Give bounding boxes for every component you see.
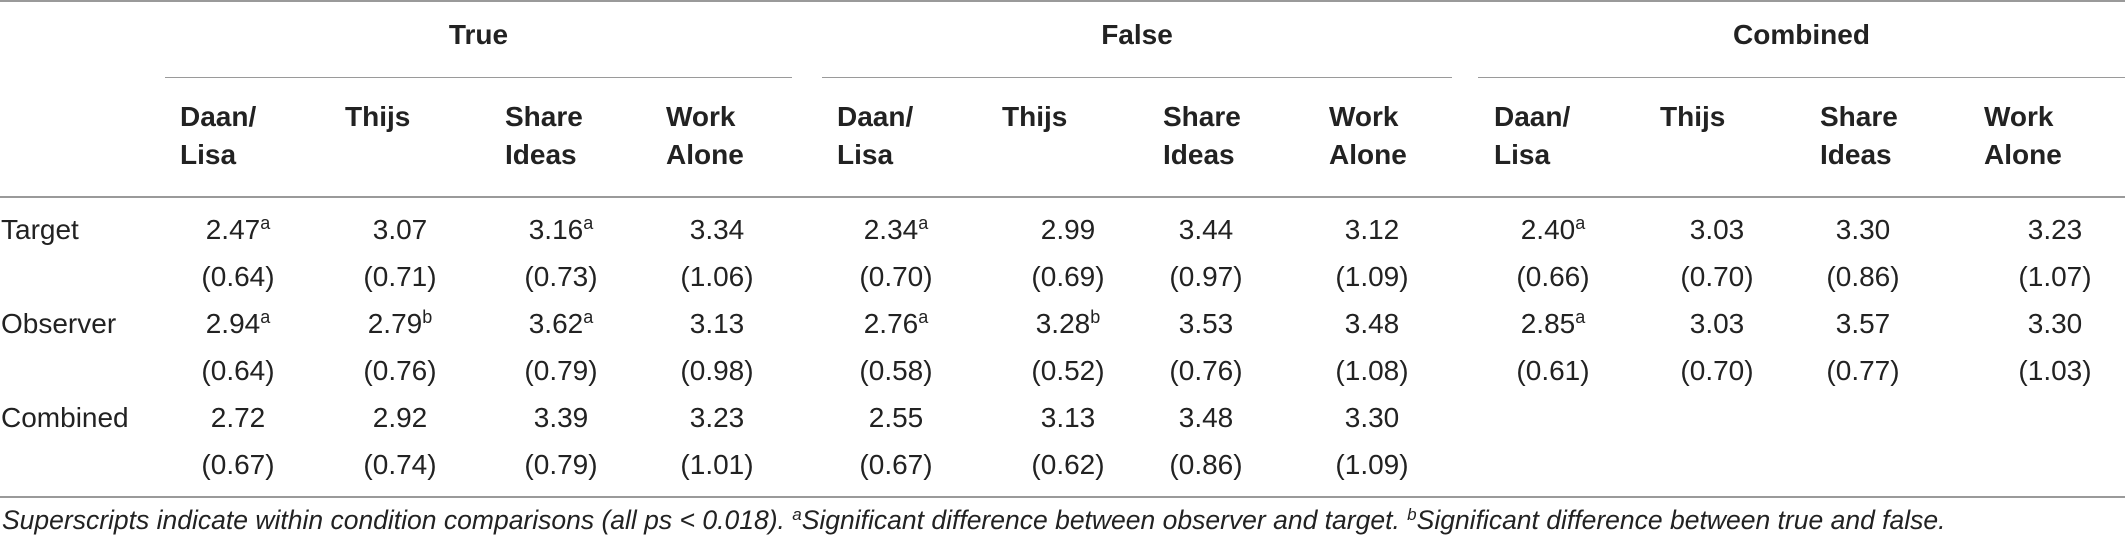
mean-cell: 3.28b <box>1035 307 1101 339</box>
mean-cell: 3.03 <box>1689 214 1745 245</box>
footnote-text-a: Significant difference between observer … <box>801 505 1408 535</box>
mean-cell: 3.13 <box>689 308 745 339</box>
mean-cell: 3.53 <box>1178 308 1234 339</box>
sd-cell: (1.03) <box>2018 355 2092 386</box>
table-footnote: Superscripts indicate within condition c… <box>2 503 1946 541</box>
header-bottom-rule <box>0 196 2125 198</box>
sd-cell: (0.74) <box>363 449 437 480</box>
row-label: Target <box>1 214 79 245</box>
group-header-true: True <box>448 19 509 50</box>
column-header: Thijs <box>345 101 411 132</box>
group-header-combined: Combined <box>1733 19 1870 50</box>
sd-cell: (0.76) <box>1169 355 1243 386</box>
mean-cell: 2.40a <box>1520 213 1586 245</box>
sd-cell: (0.67) <box>201 449 275 480</box>
sd-cell: (1.08) <box>1335 355 1409 386</box>
mean-cell: 3.23 <box>689 402 745 433</box>
group-header-false: False <box>1101 19 1173 50</box>
group-rule-true <box>165 77 792 78</box>
sd-cell: (1.09) <box>1335 449 1409 480</box>
mean-cell: 3.03 <box>1689 308 1745 339</box>
sd-cell: (1.01) <box>680 449 754 480</box>
mean-cell: 3.13 <box>1040 402 1096 433</box>
column-header: Work Alone <box>666 101 744 170</box>
mean-cell: 3.48 <box>1344 308 1400 339</box>
sd-cell: (0.67) <box>859 449 933 480</box>
column-header: Work Alone <box>1329 101 1407 170</box>
sd-cell: (0.69) <box>1031 261 1105 292</box>
mean-cell: 2.34a <box>863 213 929 245</box>
column-header: Thijs <box>1002 101 1068 132</box>
column-header: Work Alone <box>1984 101 2062 170</box>
sd-cell: (0.97) <box>1169 261 1243 292</box>
column-header: Daan/Lisa <box>1494 101 1571 170</box>
sd-cell: (0.64) <box>201 261 275 292</box>
mean-cell: 2.99 <box>1040 214 1096 245</box>
mean-cell: 3.44 <box>1178 214 1234 245</box>
table-bottom-rule <box>0 496 2125 498</box>
mean-cell: 2.85a <box>1520 307 1586 339</box>
mean-cell: 3.23 <box>2027 214 2083 245</box>
column-header: Thijs <box>1660 101 1726 132</box>
column-header: Share Ideas <box>1820 101 1898 170</box>
sd-cell: (0.98) <box>680 355 754 386</box>
sd-cell: (0.61) <box>1516 355 1590 386</box>
mean-cell: 2.55 <box>868 402 924 433</box>
mean-cell: 3.39 <box>533 402 589 433</box>
mean-cell: 3.30 <box>2027 308 2083 339</box>
mean-cell: 2.92 <box>372 402 428 433</box>
sd-cell: (0.86) <box>1169 449 1243 480</box>
mean-cell: 3.16a <box>528 213 594 245</box>
sd-cell: (1.06) <box>680 261 754 292</box>
footnote-mark-a: a <box>792 505 802 524</box>
mean-cell: 3.12 <box>1344 214 1400 245</box>
column-header: Daan/Lisa <box>180 101 257 170</box>
column-header: Share Ideas <box>505 101 583 170</box>
mean-cell: 2.94a <box>205 307 271 339</box>
sd-cell: (0.52) <box>1031 355 1105 386</box>
mean-cell: 3.62a <box>528 307 594 339</box>
sd-cell: (0.79) <box>524 449 598 480</box>
sd-cell: (0.70) <box>1680 355 1754 386</box>
mean-cell: 3.48 <box>1178 402 1234 433</box>
column-header: Daan/Lisa <box>837 101 914 170</box>
mean-cell: 3.07 <box>372 214 428 245</box>
footnote-lead: Superscripts indicate within condition c… <box>2 505 793 535</box>
mean-cell: 2.47a <box>205 213 271 245</box>
sd-cell: (0.76) <box>363 355 437 386</box>
mean-cell: 3.34 <box>689 214 745 245</box>
row-label: Combined <box>1 402 129 433</box>
row-label: Observer <box>1 308 117 339</box>
sd-cell: (0.70) <box>1680 261 1754 292</box>
mean-cell: 3.57 <box>1835 308 1891 339</box>
footnote-text-b: Significant difference between true and … <box>1416 505 1946 535</box>
group-rule-combined <box>1478 77 2125 78</box>
column-header: Share Ideas <box>1163 101 1241 170</box>
sd-cell: (0.66) <box>1516 261 1590 292</box>
sd-cell: (0.58) <box>859 355 933 386</box>
sd-cell: (0.77) <box>1826 355 1900 386</box>
sd-cell: (1.09) <box>1335 261 1409 292</box>
mean-cell: 2.72 <box>210 402 266 433</box>
sd-cell: (1.07) <box>2018 261 2092 292</box>
mean-cell: 3.30 <box>1344 402 1400 433</box>
sd-cell: (0.79) <box>524 355 598 386</box>
sd-cell: (0.62) <box>1031 449 1105 480</box>
mean-cell: 2.79b <box>367 307 433 339</box>
table-top-rule <box>0 0 2125 2</box>
sd-cell: (0.73) <box>524 261 598 292</box>
footnote-mark-b: b <box>1407 505 1417 524</box>
sd-cell: (0.70) <box>859 261 933 292</box>
sd-cell: (0.64) <box>201 355 275 386</box>
mean-cell: 2.76a <box>863 307 929 339</box>
mean-cell: 3.30 <box>1835 214 1891 245</box>
group-rule-false <box>822 77 1452 78</box>
sd-cell: (0.86) <box>1826 261 1900 292</box>
sd-cell: (0.71) <box>363 261 437 292</box>
